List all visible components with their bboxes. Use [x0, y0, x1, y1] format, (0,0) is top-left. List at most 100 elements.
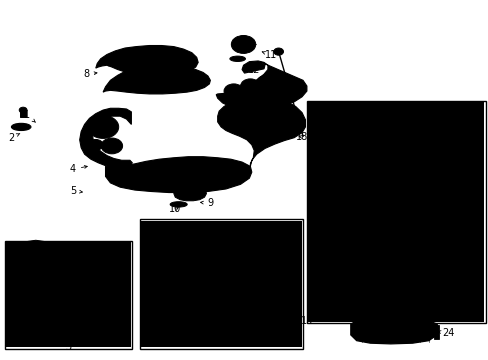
Ellipse shape — [60, 256, 76, 261]
Polygon shape — [313, 183, 336, 200]
Circle shape — [169, 72, 190, 88]
Circle shape — [227, 86, 240, 96]
Text: 16: 16 — [232, 255, 279, 265]
Ellipse shape — [174, 238, 183, 244]
Ellipse shape — [232, 57, 242, 60]
Circle shape — [224, 84, 243, 98]
Text: 1: 1 — [24, 111, 36, 122]
Ellipse shape — [441, 142, 456, 148]
Circle shape — [93, 120, 113, 134]
Ellipse shape — [169, 59, 178, 67]
Circle shape — [87, 116, 119, 138]
Polygon shape — [96, 45, 198, 75]
Ellipse shape — [183, 60, 191, 68]
Polygon shape — [211, 258, 238, 278]
Circle shape — [92, 142, 100, 148]
Bar — [6, 242, 131, 347]
Circle shape — [163, 280, 173, 287]
Text: 10: 10 — [169, 204, 181, 215]
Circle shape — [440, 111, 455, 122]
Text: 8: 8 — [83, 69, 97, 79]
Ellipse shape — [446, 136, 451, 138]
Text: 24: 24 — [437, 328, 453, 338]
Circle shape — [18, 246, 25, 251]
Circle shape — [21, 248, 50, 270]
Circle shape — [272, 77, 292, 91]
Circle shape — [18, 267, 25, 272]
Text: 9: 9 — [200, 198, 213, 208]
Circle shape — [119, 72, 141, 88]
Text: 23: 23 — [359, 178, 371, 188]
Ellipse shape — [130, 56, 139, 64]
Circle shape — [136, 71, 158, 87]
Ellipse shape — [166, 57, 181, 70]
Circle shape — [407, 221, 427, 235]
Circle shape — [140, 74, 154, 84]
Circle shape — [216, 261, 233, 274]
Ellipse shape — [79, 258, 90, 263]
Text: 17: 17 — [273, 125, 285, 135]
Bar — [322, 205, 327, 209]
Circle shape — [47, 267, 54, 272]
Circle shape — [106, 141, 118, 150]
Polygon shape — [438, 118, 457, 127]
Circle shape — [354, 174, 372, 187]
Circle shape — [276, 50, 281, 53]
Ellipse shape — [229, 56, 245, 62]
Polygon shape — [144, 226, 251, 258]
Ellipse shape — [446, 139, 451, 141]
Polygon shape — [217, 97, 305, 166]
Circle shape — [160, 265, 177, 278]
Ellipse shape — [127, 53, 142, 67]
Circle shape — [220, 264, 229, 271]
Ellipse shape — [157, 238, 165, 244]
Circle shape — [236, 39, 250, 50]
Ellipse shape — [143, 57, 152, 65]
Polygon shape — [173, 184, 206, 201]
Ellipse shape — [141, 54, 155, 68]
Circle shape — [182, 186, 199, 199]
Polygon shape — [108, 50, 185, 74]
Ellipse shape — [156, 58, 164, 66]
Circle shape — [429, 221, 441, 229]
Bar — [399, 140, 427, 187]
Ellipse shape — [75, 257, 94, 264]
Ellipse shape — [399, 183, 427, 191]
Circle shape — [244, 81, 256, 91]
Circle shape — [153, 71, 174, 87]
Text: 13: 13 — [300, 316, 312, 325]
Circle shape — [401, 217, 432, 240]
Ellipse shape — [117, 55, 125, 63]
Text: 12: 12 — [247, 64, 260, 75]
Text: 19: 19 — [383, 321, 395, 331]
Ellipse shape — [188, 237, 203, 246]
Text: 15: 15 — [247, 230, 295, 241]
Circle shape — [27, 252, 44, 265]
Circle shape — [101, 138, 122, 154]
Circle shape — [319, 187, 330, 196]
Ellipse shape — [443, 135, 454, 139]
Ellipse shape — [221, 237, 236, 246]
Circle shape — [256, 75, 276, 90]
Circle shape — [260, 78, 272, 87]
Circle shape — [407, 134, 419, 142]
Circle shape — [276, 79, 288, 89]
Circle shape — [88, 139, 103, 150]
Circle shape — [123, 75, 137, 85]
Text: 3: 3 — [65, 342, 71, 352]
Ellipse shape — [173, 203, 183, 206]
Circle shape — [108, 261, 116, 267]
Bar — [306, 101, 485, 323]
Bar — [308, 102, 484, 322]
Ellipse shape — [171, 237, 185, 246]
Ellipse shape — [399, 136, 427, 144]
Text: 14: 14 — [169, 281, 181, 301]
Polygon shape — [216, 61, 306, 110]
Text: 2: 2 — [8, 133, 20, 143]
Polygon shape — [11, 240, 60, 278]
Polygon shape — [80, 108, 132, 167]
Polygon shape — [147, 284, 248, 339]
Circle shape — [157, 74, 170, 84]
Bar — [360, 192, 366, 195]
Bar — [444, 124, 451, 133]
